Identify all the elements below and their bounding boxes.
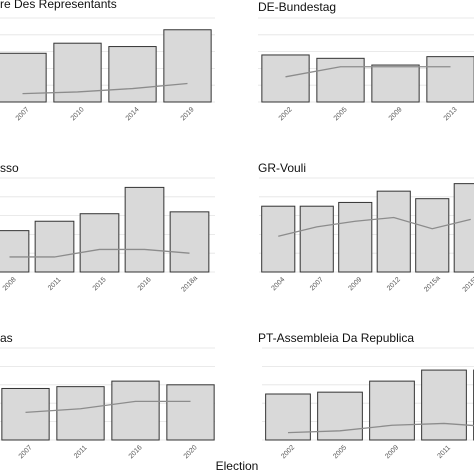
bar: [53, 42, 102, 103]
x-tick-label: 2008: [2, 276, 18, 292]
line: [287, 422, 474, 434]
bar: [0, 52, 47, 103]
bar: [0, 230, 30, 273]
bar: [371, 64, 420, 103]
x-tick-label: 2011: [47, 276, 63, 292]
bar: [376, 190, 411, 273]
bar: [299, 205, 334, 273]
bar: [316, 57, 365, 103]
x-axis-label: Election: [216, 459, 259, 473]
x-tick-label: 2007: [309, 276, 325, 292]
line: [22, 82, 188, 95]
line: [278, 216, 471, 237]
x-tick-label: 2018a: [180, 275, 199, 294]
bar: [265, 393, 311, 441]
bar: [261, 205, 296, 273]
panel-title: sso: [0, 161, 19, 175]
x-tick-label: 2016: [137, 276, 153, 292]
line: [25, 400, 191, 414]
bar: [124, 186, 165, 273]
x-tick-label: 2014: [125, 106, 141, 122]
panel-title: re Des Representants: [0, 0, 117, 11]
line: [285, 66, 451, 78]
bar: [163, 29, 212, 103]
bar: [34, 220, 75, 273]
bar: [453, 183, 474, 273]
x-tick-label: 2002: [280, 444, 296, 460]
bar: [415, 198, 450, 273]
x-tick-label: 2009: [384, 444, 400, 460]
x-tick-label: 2009: [388, 106, 404, 122]
x-tick-label: 2007: [15, 106, 31, 122]
line: [9, 248, 190, 258]
x-tick-label: 2005: [332, 444, 348, 460]
x-tick-label: 2015a: [423, 275, 442, 294]
bar: [111, 380, 160, 441]
bar: [317, 391, 363, 441]
x-tick-label: 2012: [386, 276, 402, 292]
panel-title: DE-Bundestag: [258, 0, 336, 14]
bar: [169, 211, 210, 273]
x-tick-label: 2007: [18, 444, 34, 460]
x-tick-label: 2002: [278, 106, 294, 122]
x-tick-label: 2013: [443, 106, 459, 122]
bar: [56, 386, 105, 441]
bar: [108, 46, 157, 103]
x-tick-label: 2016: [128, 444, 144, 460]
panel-title: GR-Vouli: [258, 161, 306, 175]
bar: [426, 56, 474, 103]
x-tick-label: 2015b: [462, 275, 474, 294]
bar: [338, 201, 373, 273]
x-tick-label: 2004: [271, 276, 287, 292]
x-tick-label: 2010: [70, 106, 86, 122]
x-tick-label: 2015: [92, 276, 108, 292]
x-tick-label: 2005: [333, 106, 349, 122]
bar: [369, 380, 415, 441]
x-tick-label: 2011: [73, 444, 89, 460]
x-tick-label: 2020: [183, 444, 199, 460]
x-tick-label: 2011: [436, 444, 452, 460]
bar: [166, 384, 215, 441]
bar: [1, 387, 50, 441]
x-tick-label: 2019: [180, 106, 196, 122]
panel-title: as: [0, 331, 13, 345]
x-tick-label: 2009: [348, 276, 364, 292]
bar: [421, 369, 467, 441]
panel-title: PT-Assembleia Da Republica: [258, 331, 414, 345]
bar: [79, 213, 120, 273]
bar: [261, 54, 310, 103]
